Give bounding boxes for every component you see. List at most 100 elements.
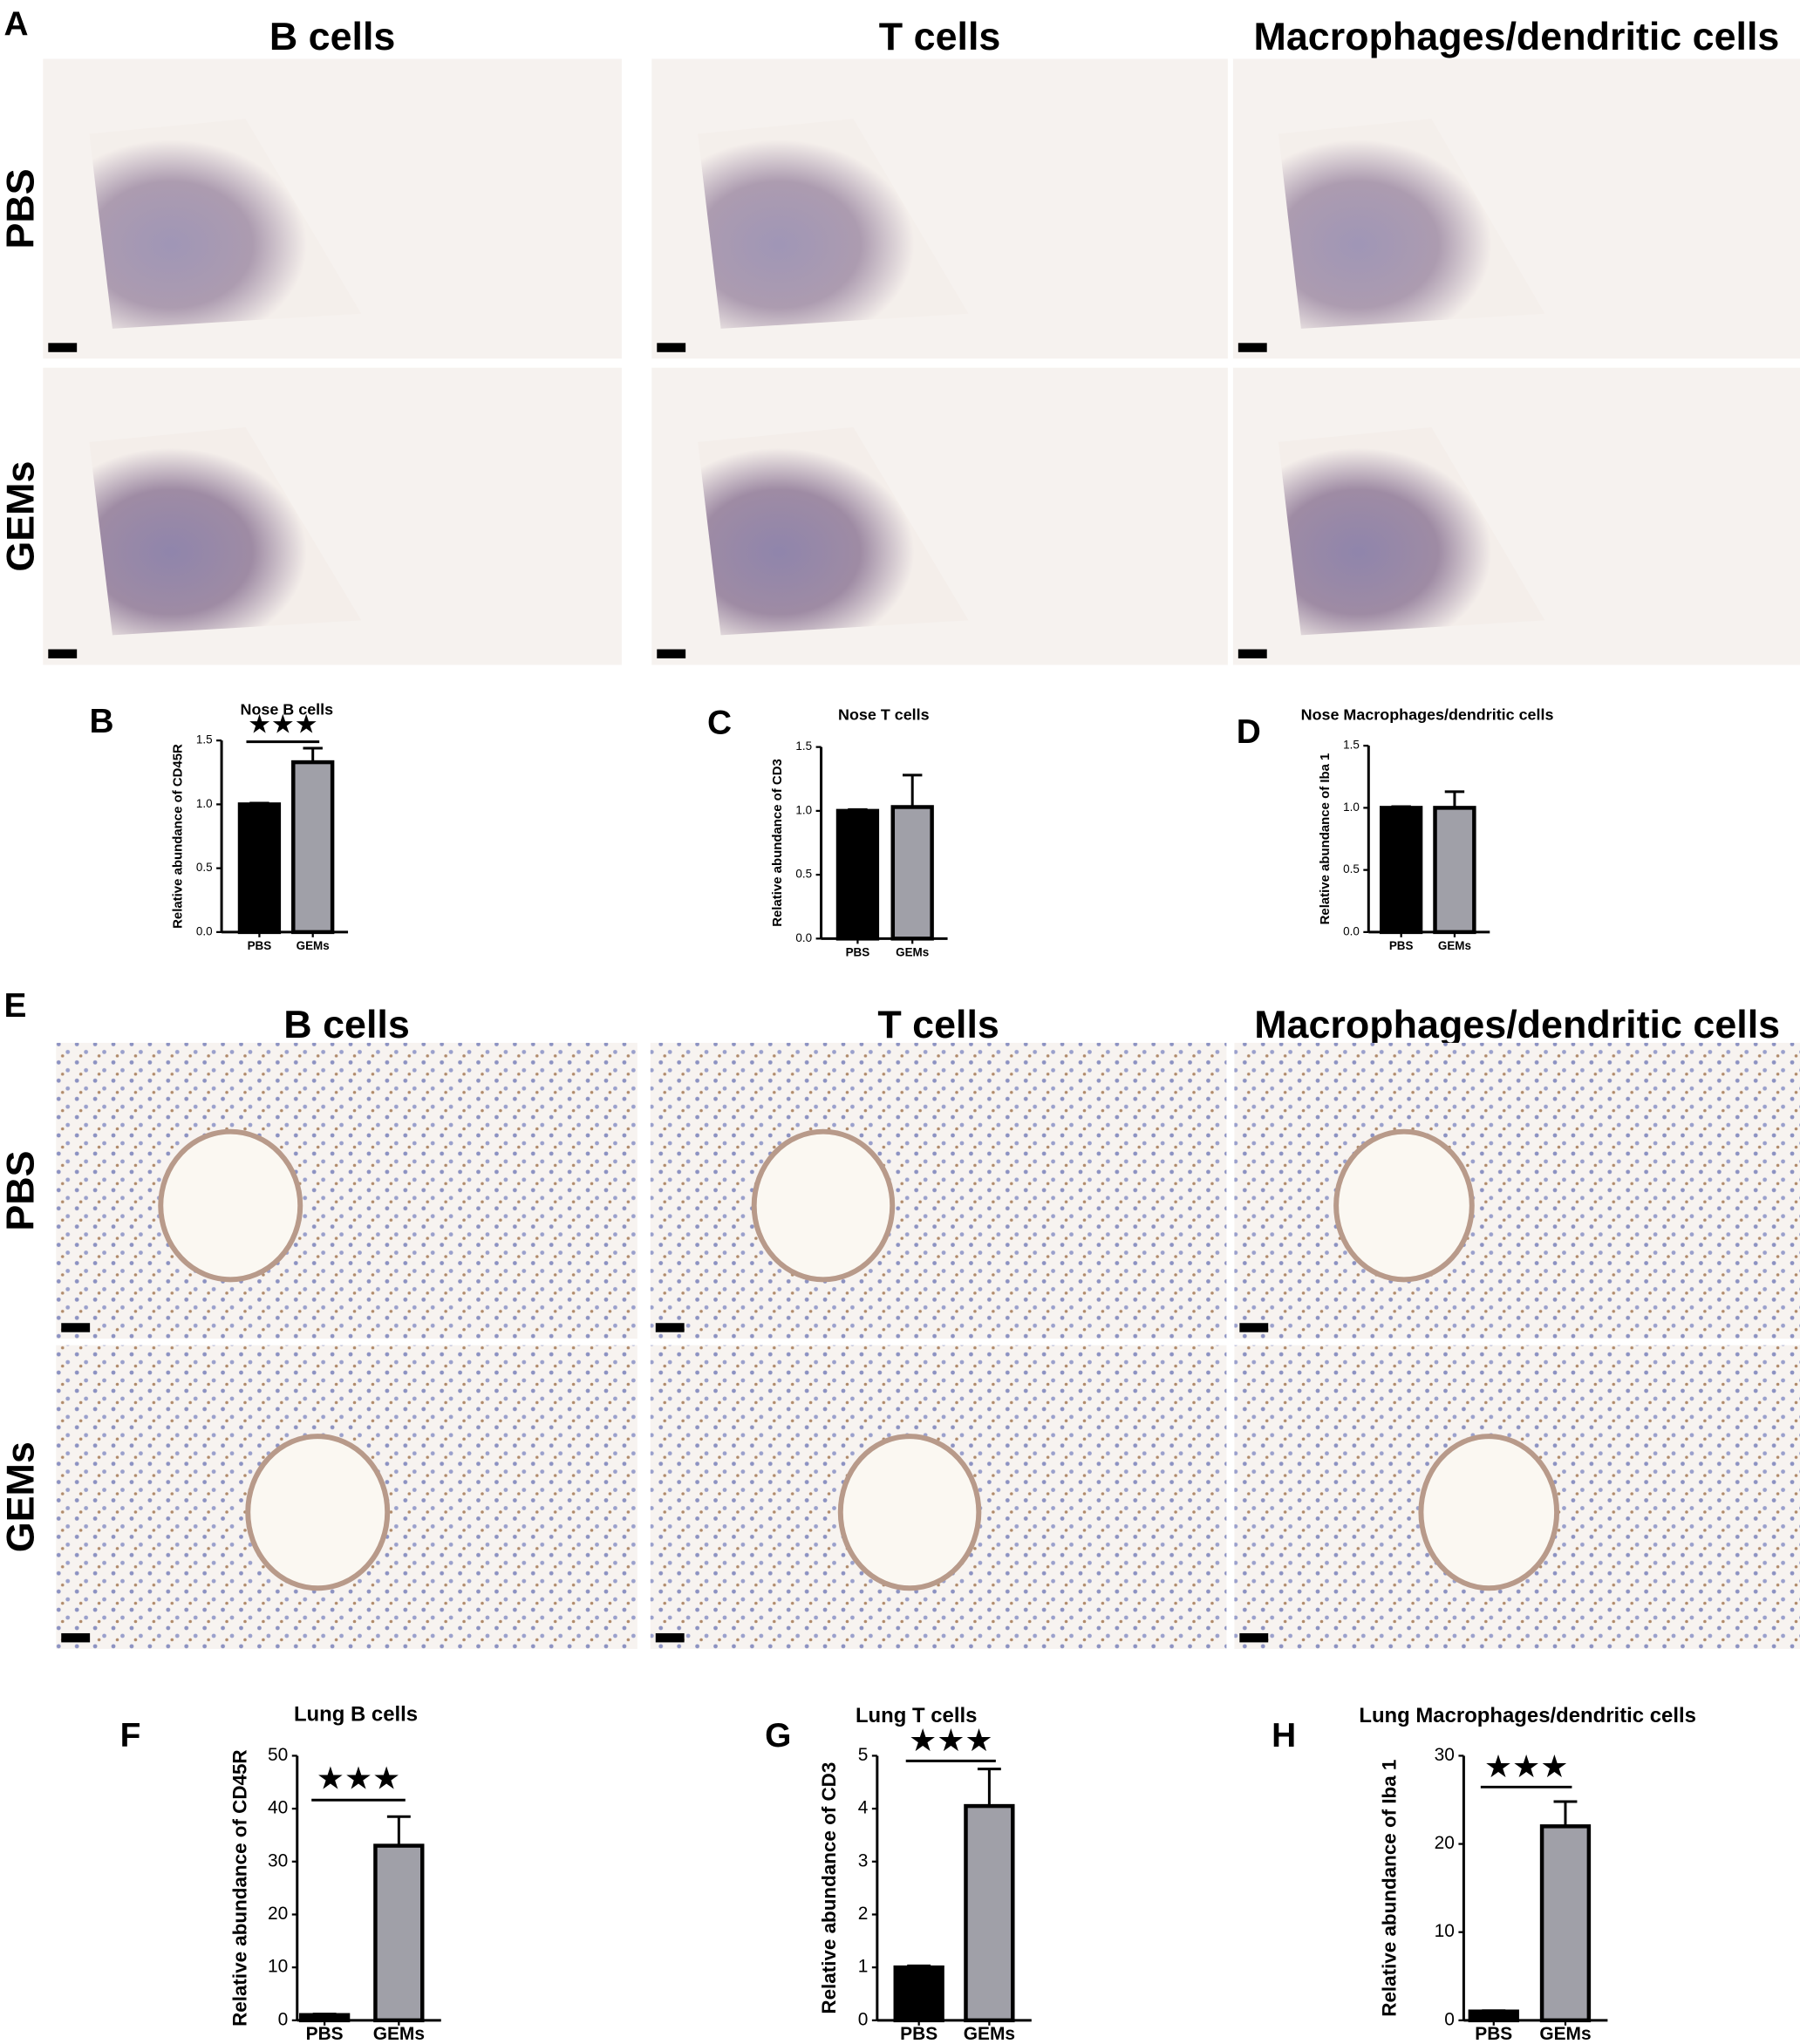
- y-tick-label: 0.5: [1343, 862, 1360, 876]
- y-axis-label: Relative abundance of CD45R: [228, 1749, 250, 2027]
- scale-bar: [1239, 1632, 1269, 1643]
- panel-letter: G: [765, 1717, 791, 1754]
- y-axis-label: Relative abundance of CD45R: [171, 744, 186, 929]
- significance: ★★★: [248, 711, 317, 739]
- bar: [1539, 1824, 1592, 2023]
- y-tick-label: 1.0: [196, 797, 213, 810]
- y-axis-label: Relative abundance of Iba 1: [1379, 1760, 1401, 2017]
- airway: [245, 1434, 391, 1591]
- x-tick-label: GEMs: [896, 945, 929, 958]
- y-tick-label: 0: [1444, 2009, 1455, 2029]
- airway: [751, 1128, 896, 1283]
- x-tick-label: GEMs: [373, 2024, 425, 2044]
- y-tick-label: 2: [858, 1904, 869, 1924]
- airway: [1333, 1128, 1475, 1283]
- bar: [1468, 2009, 1519, 2023]
- y-tick-label: 0.0: [1343, 924, 1360, 937]
- tissue: [89, 426, 362, 636]
- scale-bar: [61, 1632, 91, 1643]
- y-tick-label: 20: [1435, 1833, 1455, 1853]
- scale-bar: [61, 1323, 91, 1332]
- scale-bar: [657, 649, 686, 659]
- scale-bar: [48, 649, 78, 659]
- significance: ★★★: [1484, 1749, 1568, 1784]
- bar: [893, 1965, 944, 2023]
- tissue: [1278, 119, 1545, 329]
- chart-title: Lung Macrophages/dendritic cells: [1359, 1704, 1696, 1727]
- panel-letter: C: [707, 705, 732, 742]
- airway: [158, 1128, 303, 1283]
- airway: [1418, 1434, 1560, 1591]
- micrograph: [650, 1042, 1227, 1339]
- column-title: T cells: [879, 14, 1001, 58]
- y-tick-label: 3: [858, 1850, 869, 1870]
- panel-letter: E: [3, 987, 26, 1025]
- panel-letter: B: [90, 703, 114, 740]
- y-tick-label: 1.5: [1343, 739, 1360, 752]
- bar: [299, 2013, 351, 2023]
- x-tick-label: GEMs: [964, 2024, 1015, 2044]
- micrograph: [56, 1042, 638, 1339]
- bar: [1433, 806, 1476, 935]
- y-axis-label: Relative abundance of CD3: [818, 1762, 840, 2014]
- row-label: PBS: [0, 168, 43, 249]
- bar: [1380, 806, 1423, 935]
- row-label: GEMs: [0, 461, 43, 572]
- y-tick-label: 0.0: [795, 931, 812, 944]
- panel-letter: H: [1272, 1717, 1296, 1754]
- scale-bar: [1238, 649, 1267, 659]
- y-tick-label: 10: [268, 1957, 288, 1977]
- y-tick-label: 5: [858, 1745, 869, 1765]
- bar: [373, 1843, 425, 2023]
- y-tick-label: 1.0: [1343, 801, 1360, 814]
- tissue: [89, 119, 362, 329]
- x-tick-label: GEMs: [1438, 939, 1471, 952]
- bar: [835, 808, 880, 941]
- column-title: Macrophages/dendritic cells: [1253, 14, 1779, 58]
- chart-title: Lung B cells: [294, 1702, 418, 1726]
- x-tick-label: GEMs: [297, 939, 330, 952]
- y-tick-label: 50: [268, 1745, 288, 1765]
- tissue: [698, 426, 969, 636]
- bar: [964, 1803, 1015, 2023]
- scale-bar: [1238, 343, 1267, 352]
- y-tick-label: 30: [268, 1850, 288, 1870]
- column-title: B cells: [269, 14, 396, 58]
- scale-bar: [657, 343, 686, 352]
- chart-title: Nose Macrophages/dendritic cells: [1301, 706, 1554, 724]
- scale-bar: [1239, 1323, 1269, 1332]
- y-tick-label: 0: [858, 2009, 869, 2029]
- column-title: Macrophages/dendritic cells: [1254, 1002, 1780, 1046]
- y-tick-label: 4: [858, 1798, 869, 1818]
- x-tick-label: GEMs: [1539, 2024, 1591, 2044]
- significance: ★★★: [317, 1761, 400, 1795]
- y-tick-label: 10: [1435, 1921, 1455, 1941]
- significance: ★★★: [909, 1723, 992, 1758]
- row-label: PBS: [0, 1150, 43, 1230]
- y-tick-label: 0.0: [196, 924, 213, 937]
- y-tick-label: 1: [858, 1957, 869, 1977]
- x-tick-label: PBS: [900, 2024, 938, 2044]
- y-tick-label: 0.5: [795, 868, 812, 881]
- micrograph: [1234, 1042, 1800, 1339]
- panel-letter: D: [1237, 713, 1261, 751]
- scale-bar: [655, 1632, 685, 1643]
- scale-bar: [655, 1323, 685, 1332]
- row-label: GEMs: [0, 1441, 43, 1552]
- y-tick-label: 0: [278, 2009, 289, 2029]
- x-tick-label: PBS: [1475, 2024, 1512, 2044]
- y-tick-label: 40: [268, 1798, 288, 1818]
- bar: [291, 760, 335, 935]
- y-axis-label: Relative abundance of Iba 1: [1318, 753, 1333, 925]
- y-tick-label: 1.5: [795, 739, 812, 753]
- chart-title: Nose B cells: [241, 701, 334, 719]
- panel-letter: A: [3, 5, 28, 43]
- y-tick-label: 0.5: [196, 861, 213, 874]
- chart-title: Nose T cells: [838, 706, 930, 724]
- x-tick-label: PBS: [248, 939, 272, 952]
- y-tick-label: 1.5: [196, 733, 213, 746]
- y-axis-label: Relative abundance of CD3: [770, 759, 785, 927]
- panel-letter: F: [120, 1717, 141, 1754]
